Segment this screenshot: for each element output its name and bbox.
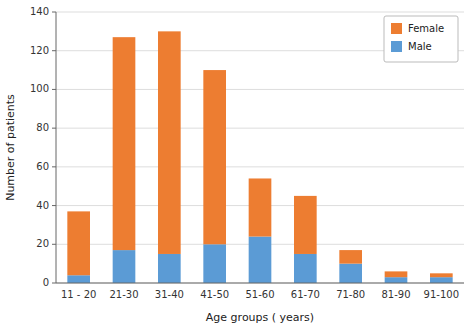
bar-segment <box>430 273 453 277</box>
chart-container: 0 20 40 60 80 100 120 140 11 - 20 21-30 31-40 41-50… <box>0 0 474 329</box>
x-axis: 11 - 20 21-30 31-40 41-50 51-60 61-70 71-80 81-… <box>61 289 459 300</box>
x-tick-label: 51-60 <box>245 289 274 300</box>
y-axis-label: Number of patients <box>4 94 17 201</box>
bar-segment <box>67 211 90 275</box>
x-tick-label: 41-50 <box>200 289 229 300</box>
y-tick-label: 40 <box>36 200 49 211</box>
y-tick <box>52 283 56 284</box>
legend: Female Male <box>384 16 458 62</box>
x-tick-label: 61-70 <box>291 289 320 300</box>
x-tick-label: 91-100 <box>424 289 459 300</box>
y-tick <box>52 50 56 51</box>
y-tick-label: 80 <box>36 122 49 133</box>
legend-label: Female <box>408 23 444 34</box>
x-tick-label: 81-90 <box>381 289 410 300</box>
bar-segment <box>113 250 136 283</box>
grid-line <box>56 12 464 13</box>
y-tick <box>52 244 56 245</box>
x-tick-label: 31-40 <box>155 289 184 300</box>
grid <box>56 12 464 283</box>
bars <box>67 31 452 283</box>
bar-segment <box>294 254 317 283</box>
y-axis-line <box>56 12 57 283</box>
legend-box <box>384 16 458 62</box>
grid-line <box>56 283 464 284</box>
x-axis-line <box>56 283 464 284</box>
y-tick <box>52 12 56 13</box>
x-tick-label: 11 - 20 <box>61 289 96 300</box>
y-axis: 0 20 40 60 80 100 120 140 <box>30 6 56 288</box>
y-tick-label: 100 <box>30 83 49 94</box>
y-tick <box>52 166 56 167</box>
y-tick-label: 120 <box>30 45 49 56</box>
bar-segment <box>158 254 181 283</box>
y-tick <box>52 128 56 129</box>
bar-segment <box>339 250 362 264</box>
bar-segment <box>67 275 90 283</box>
y-tick-label: 20 <box>36 238 49 249</box>
y-tick-label: 60 <box>36 161 49 172</box>
bar-segment <box>113 37 136 250</box>
bar-segment <box>339 264 362 283</box>
legend-swatch <box>391 41 402 52</box>
y-tick-label: 140 <box>30 6 49 17</box>
bar-segment <box>249 178 272 236</box>
legend-swatch <box>391 23 402 34</box>
bar-segment <box>294 196 317 254</box>
bar-segment <box>158 31 181 254</box>
x-axis-label: Age groups ( years) <box>206 311 314 324</box>
bar-segment <box>203 70 226 244</box>
bar-segment <box>203 244 226 283</box>
y-tick <box>52 89 56 90</box>
bar-segment <box>385 277 408 283</box>
bar-segment <box>430 277 453 283</box>
legend-label: Male <box>408 41 432 52</box>
y-tick-label: 0 <box>43 277 49 288</box>
y-tick <box>52 205 56 206</box>
bar-segment <box>385 271 408 277</box>
x-tick-label: 21-30 <box>109 289 138 300</box>
bar-segment <box>249 237 272 283</box>
x-tick-label: 71-80 <box>336 289 365 300</box>
chart-svg: 0 20 40 60 80 100 120 140 11 - 20 21-30 31-40 41-50… <box>0 0 474 329</box>
